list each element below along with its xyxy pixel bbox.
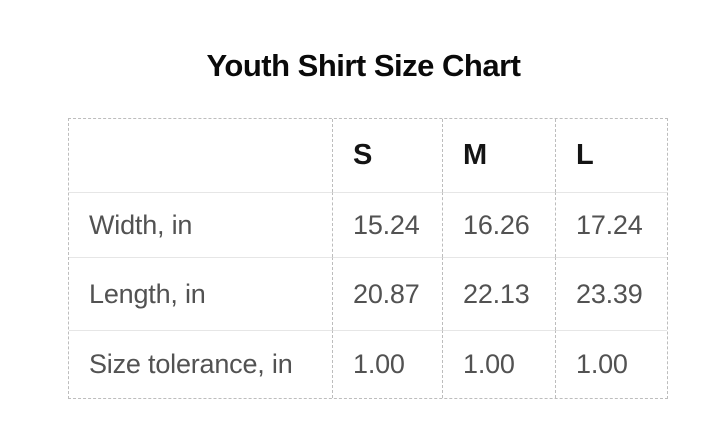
column-header-m: M <box>442 119 555 192</box>
tolerance-value-s: 1.00 <box>332 330 442 398</box>
width-value-l: 17.24 <box>555 192 667 257</box>
tolerance-value-m: 1.00 <box>442 330 555 398</box>
page-title: Youth Shirt Size Chart <box>206 48 521 83</box>
width-value-m: 16.26 <box>442 192 555 257</box>
length-value-l: 23.39 <box>555 257 667 330</box>
row-label-width: Width, in <box>69 192 332 257</box>
corner-header-cell <box>69 119 332 192</box>
row-label-tolerance: Size tolerance, in <box>69 330 332 398</box>
row-label-length: Length, in <box>69 257 332 330</box>
size-chart-table: S M L Width, in 15.24 16.26 17.24 Length… <box>68 118 668 399</box>
length-value-s: 20.87 <box>332 257 442 330</box>
tolerance-value-l: 1.00 <box>555 330 667 398</box>
column-header-s: S <box>332 119 442 192</box>
width-value-s: 15.24 <box>332 192 442 257</box>
column-header-l: L <box>555 119 667 192</box>
length-value-m: 22.13 <box>442 257 555 330</box>
